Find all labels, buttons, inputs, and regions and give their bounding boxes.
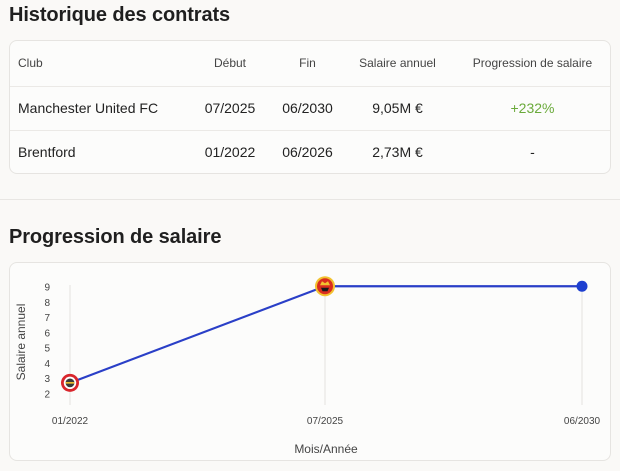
manutd-badge-icon-devil xyxy=(321,287,329,292)
salary-chart-card: 2 3 4 5 6 7 8 9 01/2022 07/2025 06/2030 Mois/Année S… xyxy=(9,262,611,461)
x-axis-label: Mois/Année xyxy=(294,442,358,456)
end-point-dot xyxy=(576,280,588,292)
cell-end: 06/2026 xyxy=(275,129,340,174)
contracts-table: Club Début Fin Salaire annuel Progressio… xyxy=(10,41,610,174)
y-tick-label: 9 xyxy=(44,283,50,294)
y-tick-label: 8 xyxy=(44,298,50,309)
x-tick-label: 06/2030 xyxy=(564,416,601,427)
cell-club: Brentford xyxy=(10,129,185,174)
column-header-salary: Salaire annuel xyxy=(359,56,436,71)
cell-progression: +232% xyxy=(455,85,610,130)
cell-end: 06/2030 xyxy=(275,85,340,130)
column-header-club: Club xyxy=(18,56,43,71)
manutd-badge-icon-ship xyxy=(320,281,330,286)
y-tick-label: 7 xyxy=(44,313,50,324)
cell-salary: 2,73M € xyxy=(340,129,455,174)
y-axis-label: Salaire annuel xyxy=(14,304,28,381)
cell-club: Manchester United FC xyxy=(10,85,185,130)
table-header-row: Club Début Fin Salaire annuel Progressio… xyxy=(10,41,610,86)
salary-chart: 2 3 4 5 6 7 8 9 01/2022 07/2025 06/2030 Mois/Année S… xyxy=(14,276,601,456)
cell-progression: - xyxy=(455,129,610,174)
contracts-table-card: Club Début Fin Salaire annuel Progressio… xyxy=(9,40,611,174)
table-row: Brentford 01/2022 06/2026 2,73M € - xyxy=(10,129,610,174)
section-divider xyxy=(0,199,620,200)
brentford-badge-icon-stripe xyxy=(65,382,75,384)
cell-salary: 9,05M € xyxy=(340,85,455,130)
progress-title: Progression de salaire xyxy=(9,226,222,248)
series-line xyxy=(69,285,582,384)
column-header-start: Début xyxy=(213,56,247,71)
y-tick-label: 4 xyxy=(44,359,50,370)
cell-start: 07/2025 xyxy=(185,85,275,130)
y-tick-label: 3 xyxy=(44,374,50,385)
manutd-badge-icon-inner xyxy=(317,278,333,295)
column-header-end: Fin xyxy=(299,56,316,71)
cell-start: 01/2022 xyxy=(185,129,275,174)
y-tick-label: 2 xyxy=(44,390,50,401)
y-tick-label: 6 xyxy=(44,328,50,339)
column-header-progression: Progression de salaire xyxy=(472,56,593,71)
table-row: Manchester United FC 07/2025 06/2030 9,0… xyxy=(10,85,610,130)
x-tick-label: 07/2025 xyxy=(307,416,344,427)
x-tick-label: 01/2022 xyxy=(52,416,89,427)
y-tick-label: 5 xyxy=(44,344,50,355)
contracts-title: Historique des contrats xyxy=(9,4,231,26)
